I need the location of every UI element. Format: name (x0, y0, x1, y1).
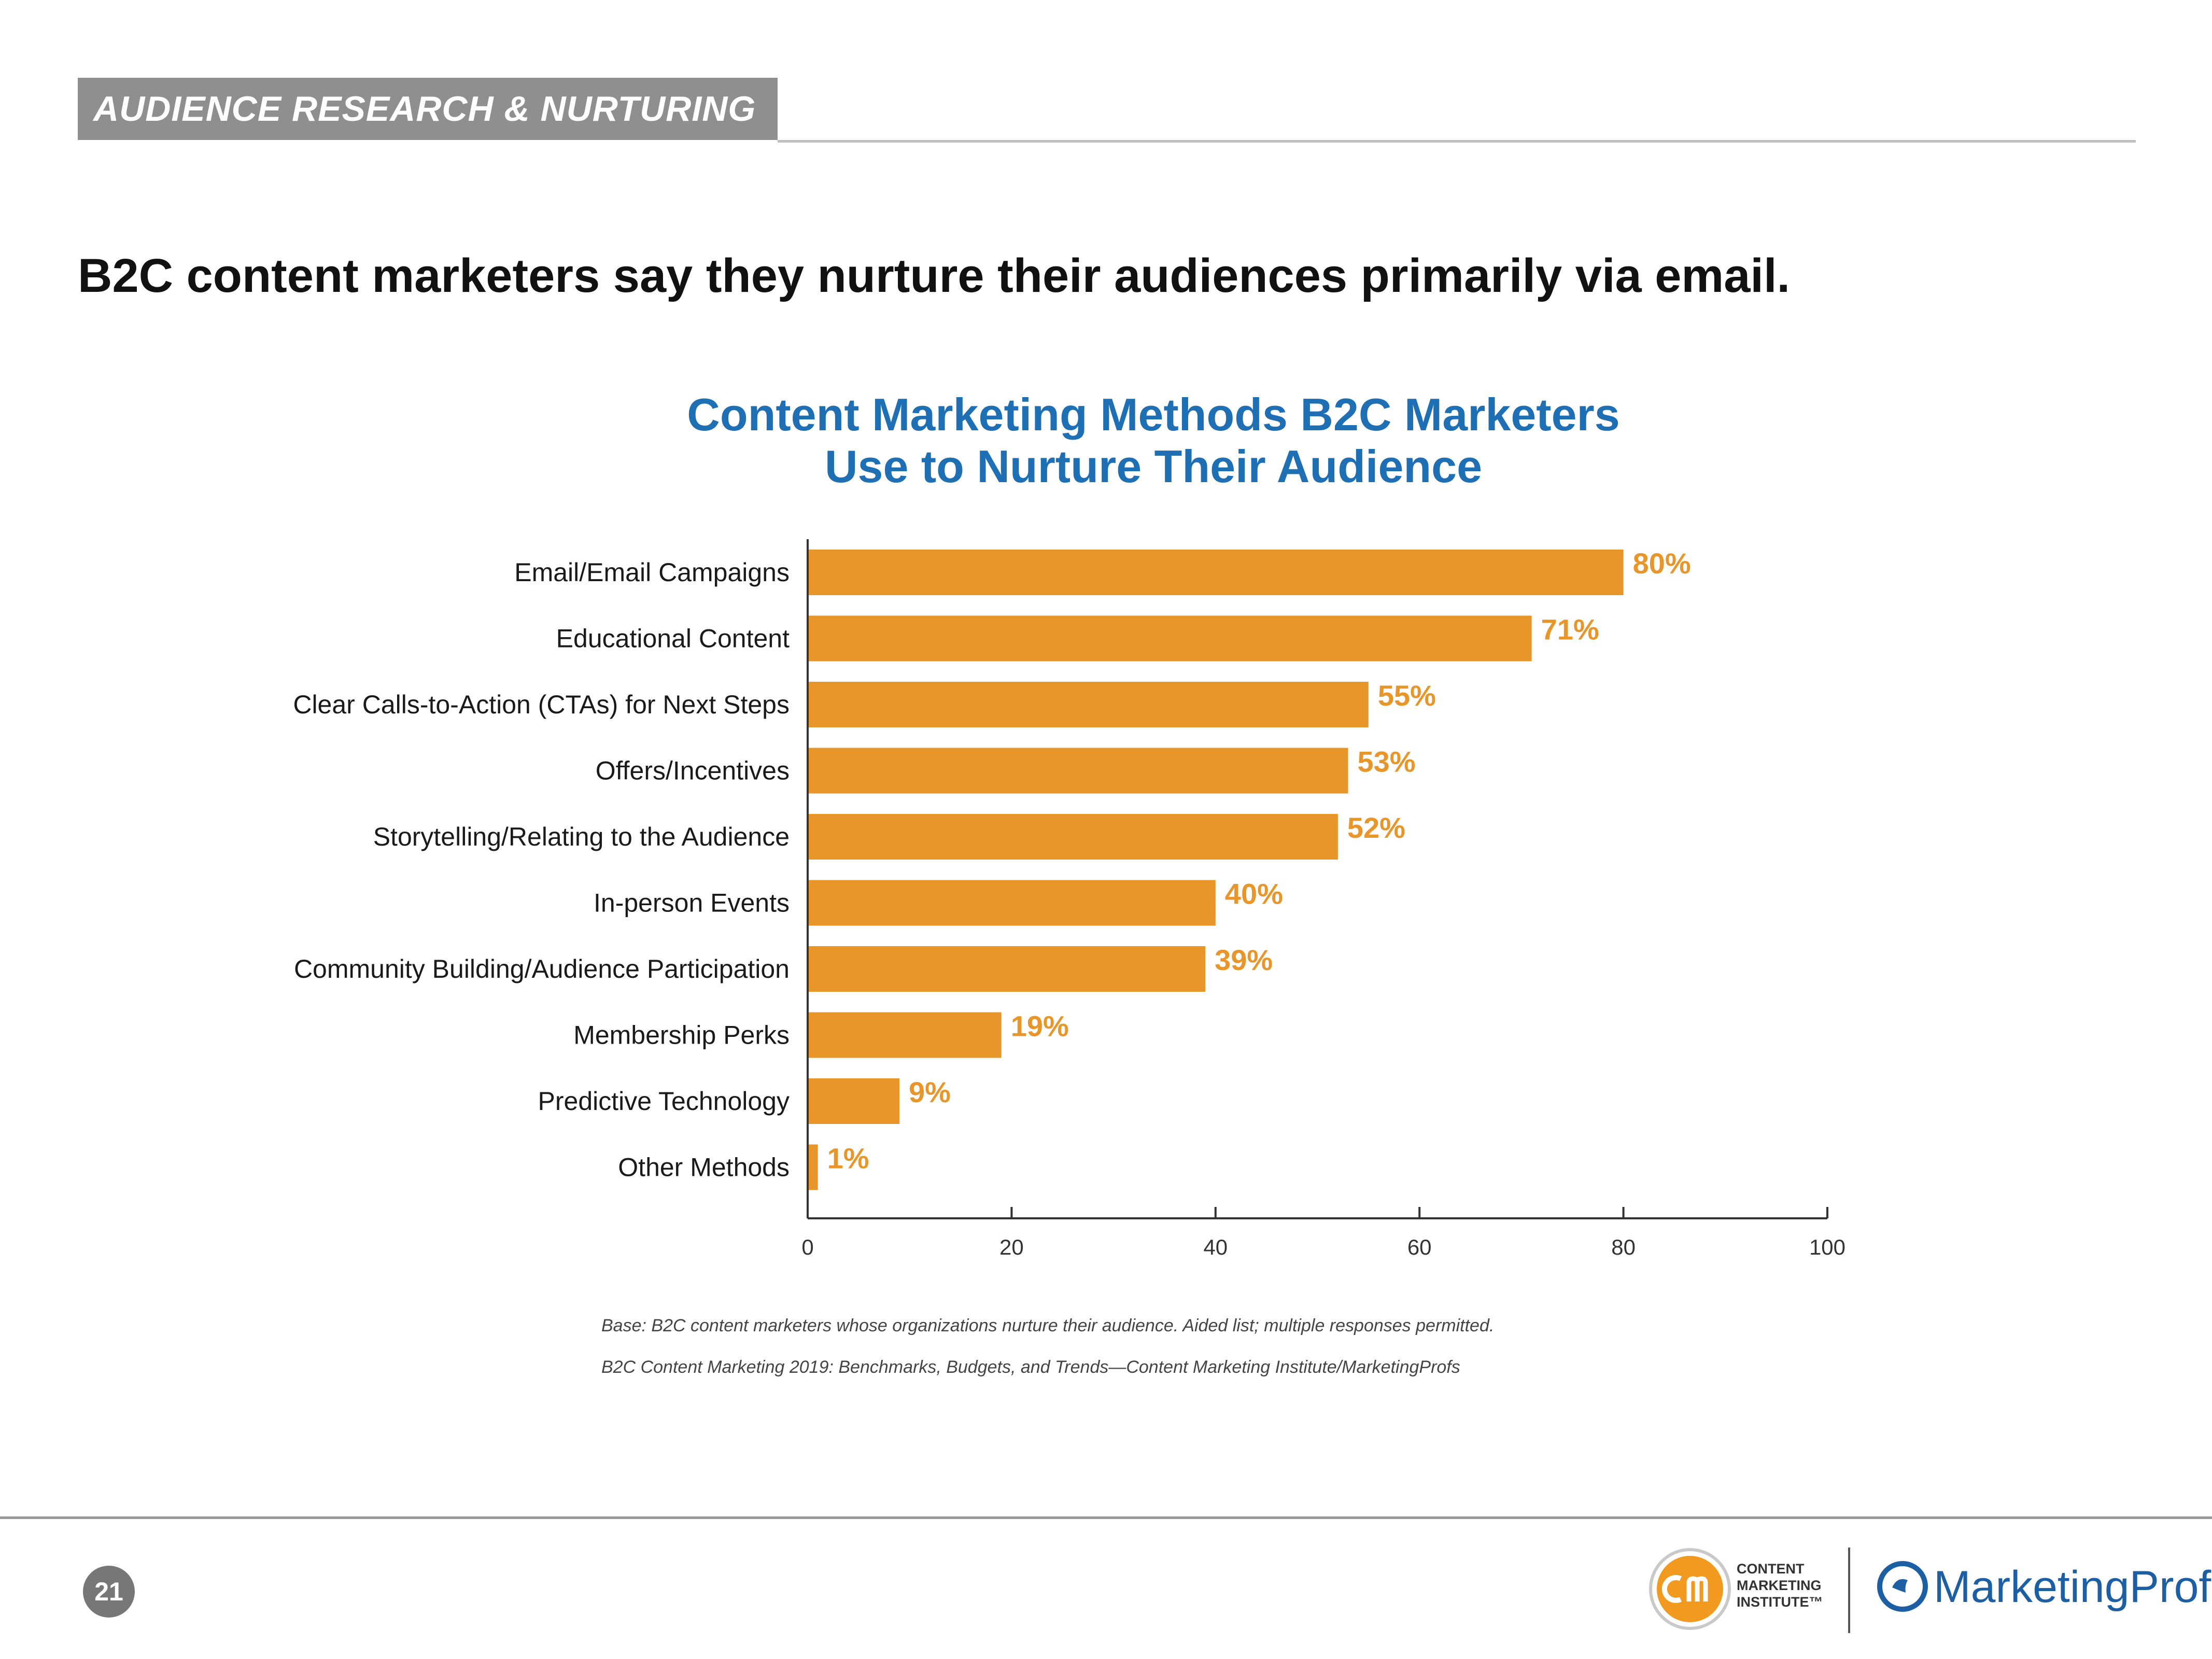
category-label: Storytelling/Relating to the Audience (373, 822, 790, 851)
x-tick-label: 0 (801, 1235, 813, 1259)
bar (808, 682, 1369, 727)
bar (808, 880, 1216, 926)
base-note: Base: B2C content marketers whose organi… (601, 1316, 1495, 1335)
logo-divider (1848, 1548, 1850, 1633)
x-tick-label: 20 (999, 1235, 1024, 1259)
chart-title: Content Marketing Methods B2C Marketers … (622, 389, 1685, 493)
category-label: Community Building/Audience Participatio… (294, 954, 790, 983)
marketingprofs-logo-icon (1877, 1561, 1928, 1612)
section-tab: AUDIENCE RESEARCH & NURTURING (78, 78, 778, 140)
bar (808, 1078, 900, 1124)
page-headline: B2C content marketers say they nurture t… (78, 249, 1791, 302)
value-label: 55% (1378, 679, 1436, 712)
section-title: AUDIENCE RESEARCH & NURTURING (93, 89, 756, 129)
category-label: Educational Content (556, 624, 790, 653)
value-label: 39% (1215, 944, 1273, 976)
category-label: Clear Calls-to-Action (CTAs) for Next St… (293, 690, 790, 719)
x-tick-label: 60 (1407, 1235, 1432, 1259)
value-label: 80% (1633, 547, 1691, 580)
value-label: 19% (1011, 1010, 1069, 1043)
bar (808, 1144, 818, 1190)
x-tick-label: 100 (1809, 1235, 1845, 1259)
cmi-line-1: CONTENT (1737, 1561, 1805, 1577)
footer-divider (0, 1516, 2212, 1519)
section-divider (778, 140, 2136, 143)
bar (808, 814, 1338, 860)
category-label: Other Methods (618, 1153, 790, 1182)
value-label: 40% (1225, 878, 1283, 910)
bar (808, 748, 1348, 794)
cm-logo-icon (1649, 1548, 1731, 1630)
bar (808, 615, 1532, 662)
bar (808, 1012, 1002, 1058)
chart-title-line-2: Use to Nurture Their Audience (824, 441, 1483, 492)
page-number: 21 (83, 1566, 135, 1618)
category-label: Predictive Technology (538, 1087, 790, 1116)
x-tick-label: 80 (1611, 1235, 1636, 1259)
bars-layer: Email/Email Campaigns 80% Educational Cont… (293, 547, 1691, 1190)
source-note: B2C Content Marketing 2019: Benchmarks, … (601, 1357, 1460, 1377)
cmi-wordmark: CONTENT MARKETING INSTITUTE™ (1737, 1560, 1823, 1610)
category-label: Offers/Incentives (596, 756, 790, 785)
category-label: Membership Perks (573, 1021, 790, 1050)
category-label: Email/Email Campaigns (514, 558, 790, 587)
x-tick-label: 40 (1203, 1235, 1228, 1259)
marketingprofs-wordmark: MarketingProfs (1934, 1562, 2212, 1612)
axis-layer: 0 20 40 60 80 100 (801, 539, 1845, 1259)
value-label: 9% (909, 1076, 951, 1108)
bar (808, 550, 1624, 595)
category-label: In-person Events (594, 889, 790, 918)
bar (808, 946, 1206, 992)
bar-chart: Email/Email Campaigns 80% Educational Cont… (293, 539, 1845, 1259)
cmi-line-2: MARKETING (1737, 1578, 1822, 1593)
value-label: 53% (1358, 746, 1416, 778)
cmi-line-3: INSTITUTE™ (1737, 1594, 1823, 1610)
chart-title-line-1: Content Marketing Methods B2C Marketers (687, 389, 1620, 440)
value-label: 71% (1541, 613, 1599, 646)
value-label: 1% (827, 1142, 869, 1175)
value-label: 52% (1347, 811, 1405, 844)
